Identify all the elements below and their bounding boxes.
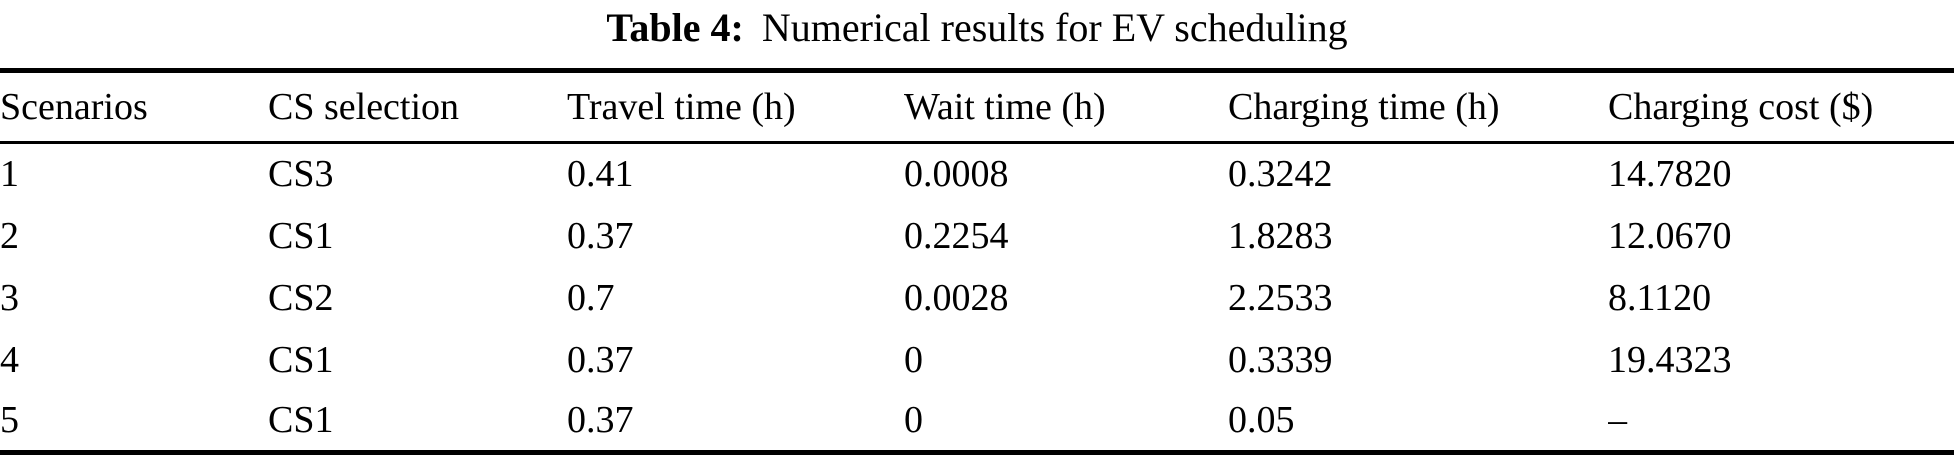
cell-charging-cost: – [1608,399,1627,442]
cell-travel-time: 0.37 [567,214,634,257]
table-row: 5 CS1 0.37 0 0.05 – [0,391,1954,453]
cell-cs-selection: CS1 [268,214,334,257]
cell-cs-selection: CS1 [268,399,334,442]
cell-scenario: 4 [0,338,19,381]
cell-charging-cost: 8.1120 [1608,276,1712,319]
table-row: 4 CS1 0.37 0 0.3339 19.4323 [0,329,1954,391]
cell-wait-time: 0 [904,338,923,381]
cell-cs-selection: CS2 [268,276,334,319]
header-row: Scenarios CS selection Travel time (h) W… [0,71,1954,143]
cell-scenario: 3 [0,276,19,319]
column-header-cs-selection: CS selection [268,86,460,128]
column-header-charging-time: Charging time (h) [1228,86,1500,128]
cell-charging-time: 1.8283 [1228,214,1333,257]
cell-charging-time: 0.3242 [1228,153,1333,196]
cell-wait-time: 0.0008 [904,153,1009,196]
cell-travel-time: 0.41 [567,153,634,196]
column-header-wait-time: Wait time (h) [904,86,1106,128]
cell-cs-selection: CS3 [268,153,334,196]
table-caption-text: Numerical results for EV scheduling [761,5,1348,50]
cell-charging-time: 2.2533 [1228,276,1333,319]
cell-charging-cost: 12.0670 [1608,214,1732,257]
column-header-charging-cost: Charging cost ($) [1608,86,1874,128]
cell-cs-selection: CS1 [268,338,334,381]
table-row: 3 CS2 0.7 0.0028 2.2533 8.1120 [0,267,1954,329]
cell-wait-time: 0 [904,399,923,442]
column-header-travel-time: Travel time (h) [567,86,796,128]
cell-scenario: 2 [0,214,19,257]
table-caption: Table 4: Numerical results for EV schedul… [0,0,1954,68]
cell-travel-time: 0.37 [567,338,634,381]
cell-charging-time: 0.05 [1228,399,1295,442]
cell-scenario: 5 [0,399,19,442]
table-caption-label: Table 4: [606,5,744,50]
cell-charging-cost: 19.4323 [1608,338,1732,381]
table-row: 2 CS1 0.37 0.2254 1.8283 12.0670 [0,205,1954,267]
table-row: 1 CS3 0.41 0.0008 0.3242 14.7820 [0,143,1954,205]
cell-wait-time: 0.2254 [904,214,1009,257]
cell-scenario: 1 [0,153,19,196]
column-header-scenarios: Scenarios [0,86,148,128]
cell-travel-time: 0.37 [567,399,634,442]
cell-charging-cost: 14.7820 [1608,153,1732,196]
cell-wait-time: 0.0028 [904,276,1009,319]
cell-charging-time: 0.3339 [1228,338,1333,381]
results-table: Scenarios CS selection Travel time (h) W… [0,68,1954,455]
cell-travel-time: 0.7 [567,276,615,319]
